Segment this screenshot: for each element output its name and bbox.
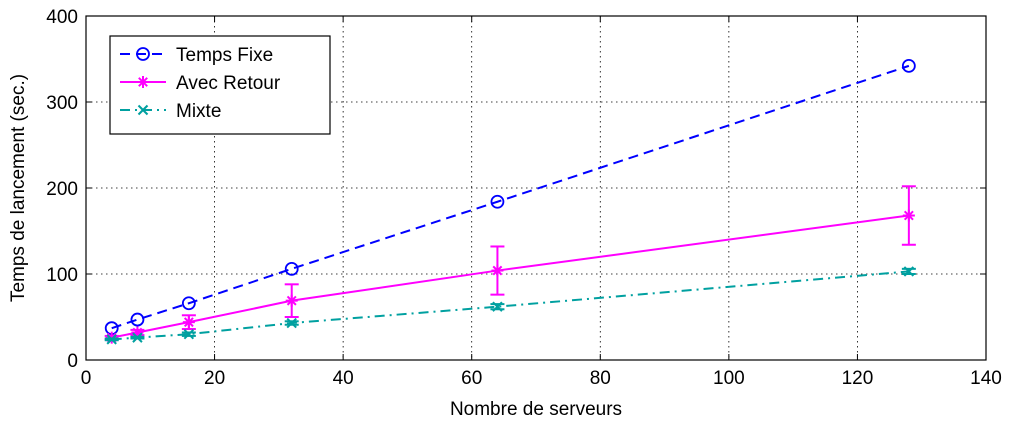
data-point	[106, 334, 117, 345]
data-point	[491, 264, 504, 277]
series-1	[104, 185, 916, 344]
data-point	[492, 301, 503, 312]
y-axis-label: Temps de lancement (sec.)	[8, 74, 29, 302]
series-line	[111, 270, 909, 341]
data-point	[286, 317, 297, 329]
data-point	[132, 332, 143, 343]
legend-marker	[136, 47, 150, 61]
legend-label: Mixte	[176, 101, 221, 122]
data-point	[903, 266, 915, 277]
data-point	[490, 194, 505, 209]
legend-marker	[137, 104, 149, 116]
legend-entry: Mixte	[120, 101, 221, 122]
axis-ticks: 0 20 40 60 80 100 120 140 0 100 200 300 400	[46, 7, 1002, 389]
x-tick-label: 140	[970, 368, 1002, 389]
y-tick-label: 300	[46, 93, 78, 114]
legend-label: Temps Fixe	[176, 45, 273, 66]
x-tick-label: 20	[204, 368, 225, 389]
legend-entry: Avec Retour	[120, 73, 281, 94]
legend-entry: Temps Fixe	[120, 45, 273, 66]
y-tick-label: 200	[46, 179, 78, 200]
y-tick-label: 0	[67, 351, 78, 372]
x-tick-label: 60	[461, 368, 482, 389]
x-tick-label: 120	[842, 368, 874, 389]
data-point	[182, 316, 195, 329]
data-point	[130, 312, 145, 327]
data-point	[901, 58, 916, 73]
x-tick-label: 40	[333, 368, 354, 389]
x-tick-label: 0	[81, 368, 92, 389]
y-tick-label: 400	[46, 7, 78, 28]
legend-label: Avec Retour	[176, 73, 281, 94]
y-tick-label: 100	[46, 265, 78, 286]
legend: Temps Fixe Avec Retour Mixte	[109, 35, 331, 135]
series-line	[111, 64, 910, 330]
legend-marker	[137, 76, 149, 88]
data-point	[284, 261, 299, 276]
data-point	[285, 294, 298, 307]
data-point	[183, 328, 195, 340]
x-axis-label: Nombre de serveurs	[450, 399, 622, 420]
series-line	[111, 214, 909, 339]
x-tick-label: 80	[590, 368, 611, 389]
x-tick-label: 100	[713, 368, 745, 389]
series-2	[104, 266, 916, 345]
series-layer	[104, 58, 916, 345]
data-point	[181, 296, 196, 311]
data-point	[902, 209, 915, 222]
series-0	[104, 58, 916, 336]
